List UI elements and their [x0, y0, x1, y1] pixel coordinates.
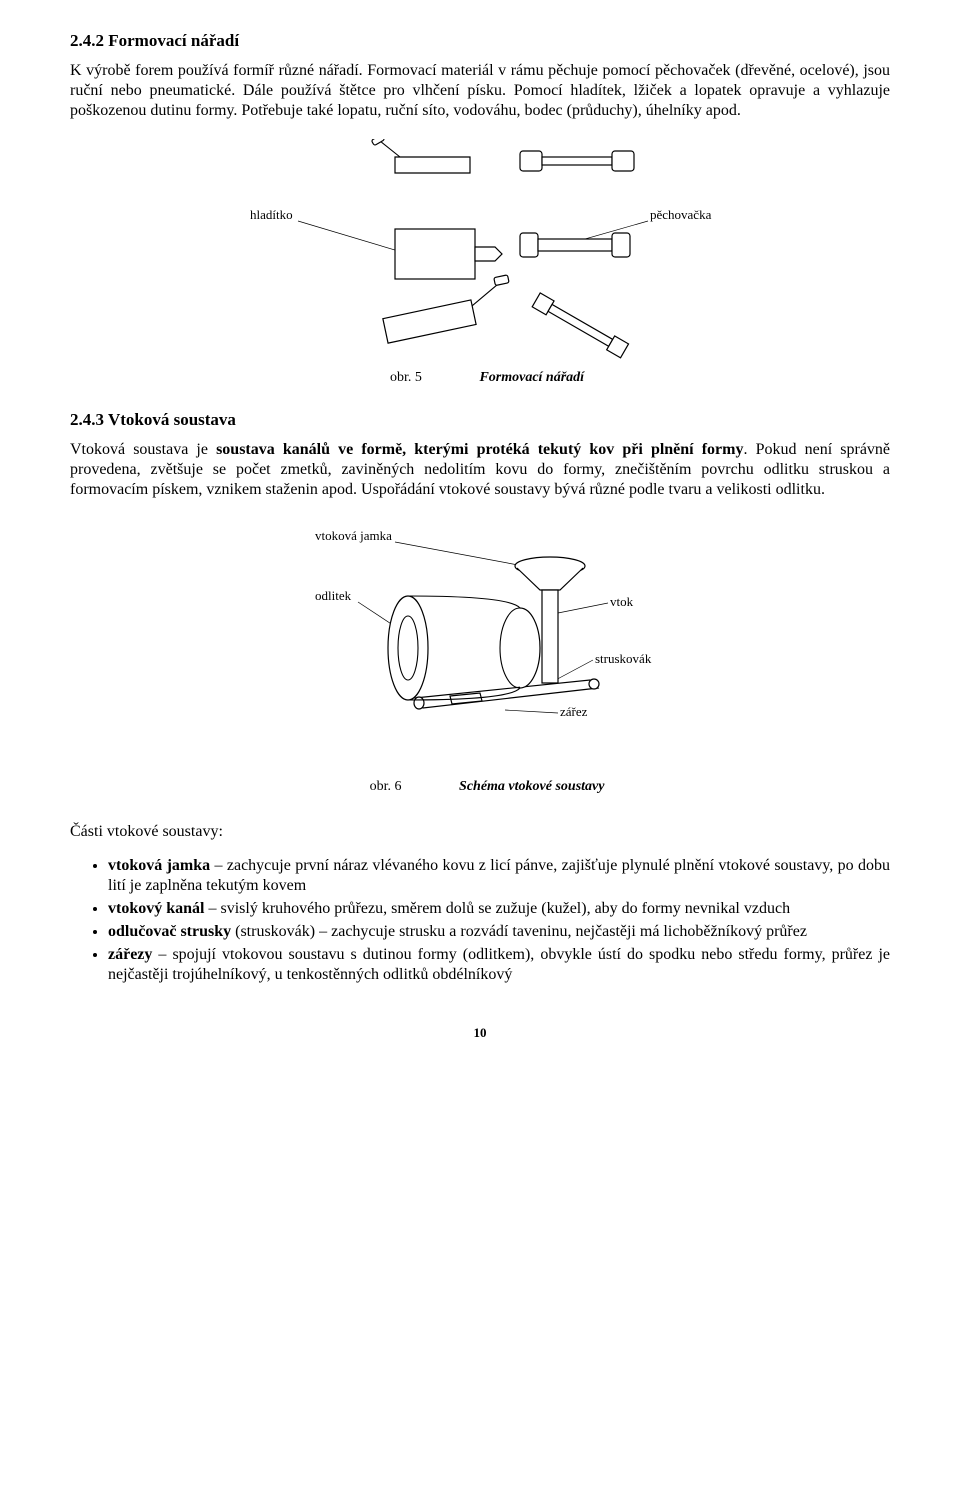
parts-item-bold: vtoková jamka	[108, 857, 210, 874]
parts-item: odlučovač strusky (struskovák) – zachycu…	[108, 922, 890, 942]
parts-item-bold: odlučovač strusky	[108, 923, 231, 940]
parts-item-bold: zářezy	[108, 946, 152, 963]
para-243-lead: Vtoková soustava je	[70, 441, 216, 458]
fig5-label-hladitko: hladítko	[250, 207, 293, 222]
fig6-caption-num: obr. 6	[356, 778, 416, 796]
parts-item: vtoková jamka – zachycuje první náraz vl…	[108, 856, 890, 896]
parts-item-text: – zachycuje první náraz vlévaného kovu z…	[108, 857, 890, 894]
parts-item-bold: vtokový kanál	[108, 900, 204, 917]
heading-243: 2.4.3 Vtoková soustava	[70, 409, 890, 430]
fig6-label-vtok: vtok	[610, 594, 634, 609]
para-243-bold: soustava kanálů ve formě, kterými proték…	[216, 441, 743, 458]
parts-item-text: (struskovák) – zachycuje strusku a rozvá…	[231, 923, 807, 940]
figure-5-svg: hladítko pěchovačka	[220, 139, 740, 359]
figure-6-caption: obr. 6 Schéma vtokové soustavy	[70, 778, 890, 796]
fig5-label-pechovacka: pěchovačka	[650, 207, 712, 222]
figure-5-caption: obr. 5 Formovací nářadí	[70, 369, 890, 387]
fig6-label-zarez: zářez	[560, 704, 588, 719]
figure-6-svg: vtoková jamka odlitek vtok struskovák zá…	[220, 518, 740, 768]
page-number: 10	[70, 1025, 890, 1041]
figure-5: hladítko pěchovačka	[220, 139, 740, 359]
fig6-label-odlitek: odlitek	[315, 588, 352, 603]
para-243: Vtoková soustava je soustava kanálů ve f…	[70, 440, 890, 500]
parts-item: vtokový kanál – svislý kruhového průřezu…	[108, 899, 890, 919]
fig6-caption-title: Schéma vtokové soustavy	[459, 779, 604, 794]
fig6-label-jamka: vtoková jamka	[315, 528, 392, 543]
parts-heading: Části vtokové soustavy:	[70, 822, 890, 842]
parts-item: zářezy – spojují vtokovou soustavu s dut…	[108, 945, 890, 985]
para-242: K výrobě forem používá formíř různé nářa…	[70, 61, 890, 121]
fig5-caption-title: Formovací nářadí	[479, 370, 584, 385]
parts-list: vtoková jamka – zachycuje první náraz vl…	[70, 856, 890, 985]
fig5-caption-num: obr. 5	[376, 369, 436, 387]
heading-242: 2.4.2 Formovací nářadí	[70, 30, 890, 51]
fig6-label-struskovak: struskovák	[595, 651, 652, 666]
parts-item-text: – spojují vtokovou soustavu s dutinou fo…	[108, 946, 890, 983]
parts-item-text: – svislý kruhového průřezu, směrem dolů …	[204, 900, 790, 917]
figure-6: vtoková jamka odlitek vtok struskovák zá…	[220, 518, 740, 768]
